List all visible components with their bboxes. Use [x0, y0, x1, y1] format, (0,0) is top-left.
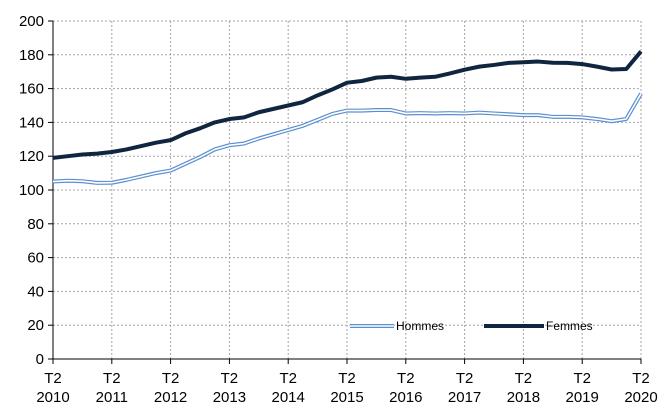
x-tick-label-year: 2020 — [624, 389, 657, 406]
y-tick-label: 40 — [27, 283, 44, 300]
x-tick-label-year: 2015 — [330, 389, 363, 406]
grid-lines — [53, 20, 642, 359]
y-tick-label: 60 — [27, 250, 44, 267]
series-line-hommes-inner — [52, 93, 642, 184]
x-tick-label-year: 2018 — [507, 389, 540, 406]
x-tick-label-year: 2016 — [389, 389, 422, 406]
y-tick-label: 120 — [19, 148, 44, 165]
x-tick-label-quarter: T2 — [573, 370, 591, 387]
y-tick-label: 180 — [19, 47, 44, 64]
y-tick-label: 80 — [27, 216, 44, 233]
x-tick-label-year: 2014 — [272, 389, 305, 406]
x-tick-label-quarter: T2 — [632, 370, 650, 387]
x-tick-label-quarter: T2 — [338, 370, 356, 387]
legend-label-hommes: Hommes — [396, 319, 444, 333]
series-layer — [52, 50, 643, 185]
y-tick-label: 140 — [19, 114, 44, 131]
x-tick-label-quarter: T2 — [221, 370, 239, 387]
x-tick-label-quarter: T2 — [103, 370, 121, 387]
y-tick-label: 20 — [27, 317, 44, 334]
x-tick-label-quarter: T2 — [279, 370, 297, 387]
x-tick-label-quarter: T2 — [397, 370, 415, 387]
x-tick-label-quarter: T2 — [162, 370, 180, 387]
series-line-femmes — [52, 50, 643, 160]
legend: Hommes Femmes — [350, 319, 593, 333]
x-tick-label-year: 2013 — [213, 389, 246, 406]
axes: 0 20 40 60 80 100 120 140 160 180 200 T2 2010 T2 2011 T… — [19, 13, 658, 406]
y-tick-label: 100 — [19, 182, 44, 199]
x-tick-label-year: 2011 — [96, 389, 128, 406]
y-tick-label: 200 — [19, 13, 44, 30]
x-tick-label-year: 2017 — [448, 389, 481, 406]
x-tick-label-year: 2010 — [36, 389, 69, 406]
y-tick-label: 160 — [19, 81, 44, 98]
x-tick-label-year: 2019 — [566, 389, 599, 406]
legend-label-femmes: Femmes — [546, 319, 593, 333]
y-tick-label: 0 — [36, 351, 44, 368]
x-tick-label-quarter: T2 — [456, 370, 474, 387]
x-tick-label-quarter: T2 — [44, 370, 62, 387]
x-tick-label-quarter: T2 — [515, 370, 533, 387]
x-tick-label-year: 2012 — [154, 389, 187, 406]
